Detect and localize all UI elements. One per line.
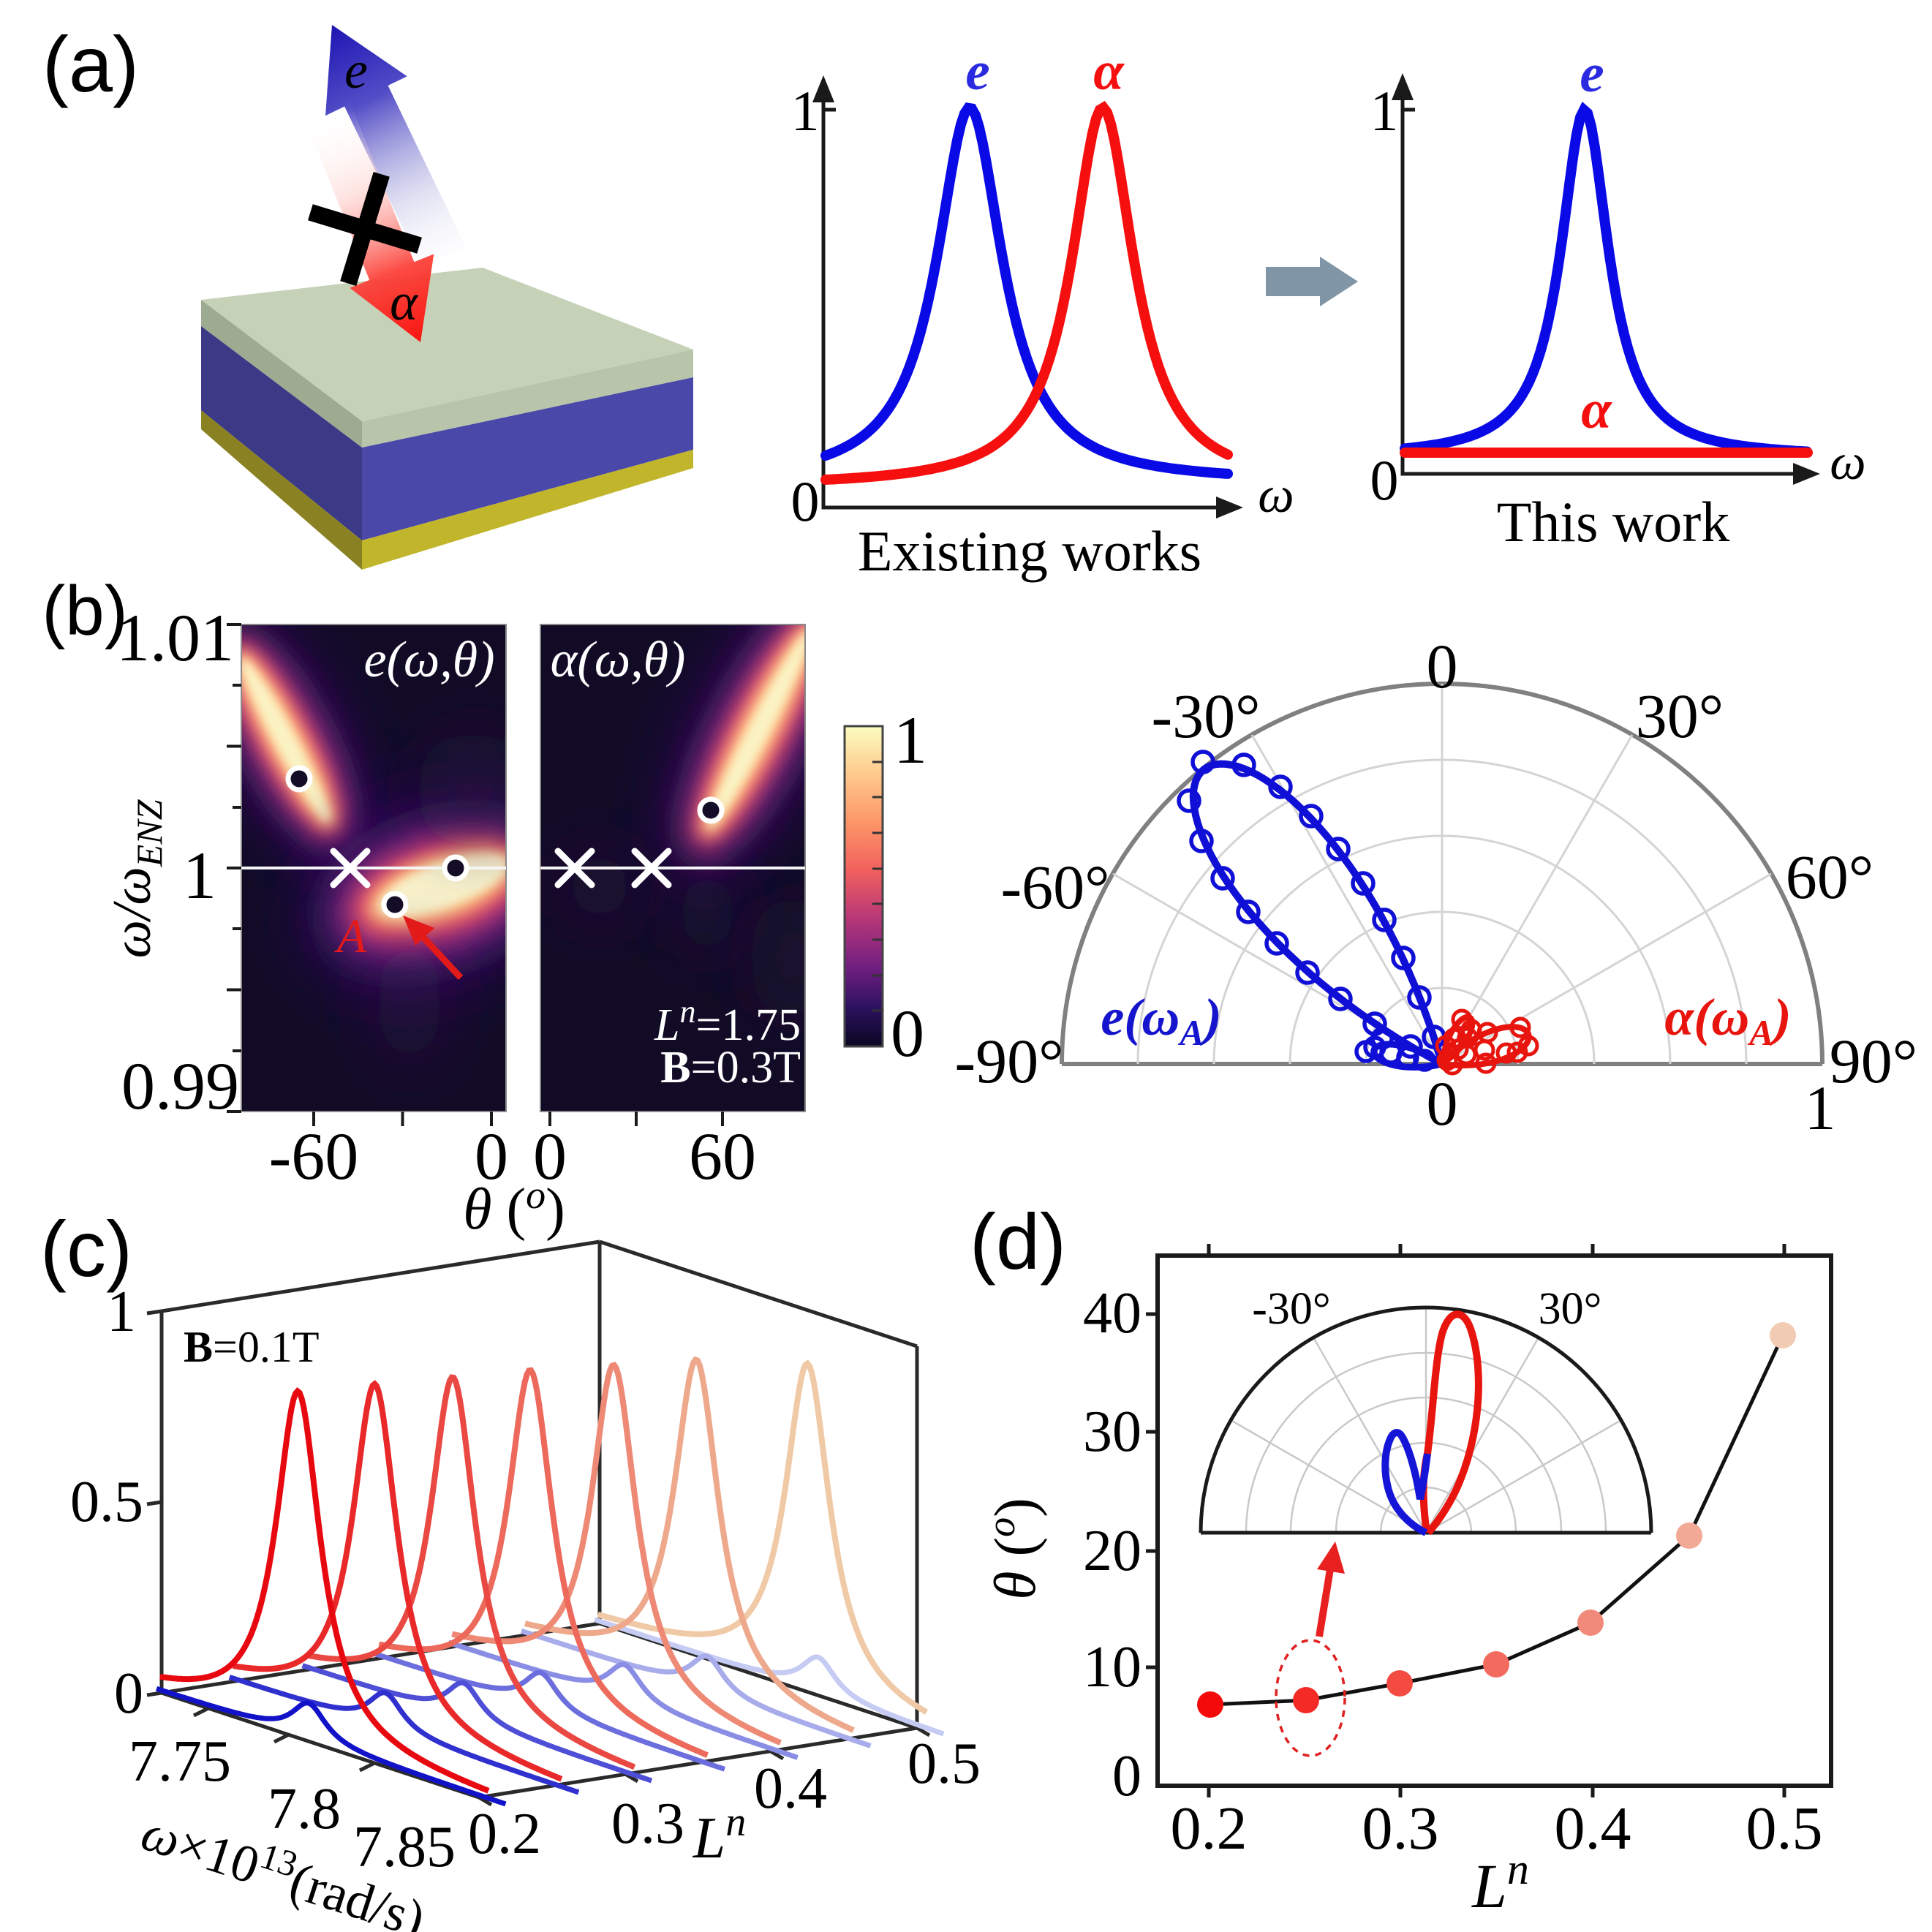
svg-text:0.99: 0.99 [121,1049,239,1123]
svg-text:θ (o): θ (o) [463,1173,565,1242]
svg-text:7.85: 7.85 [353,1815,456,1879]
svg-text:-90°: -90° [954,1026,1063,1096]
svg-text:30: 30 [1083,1400,1142,1464]
svg-text:-30°: -30° [1151,681,1260,751]
svg-text:0: 0 [791,469,820,533]
svg-text:0.5: 0.5 [1746,1795,1823,1863]
svg-text:-30°: -30° [1252,1284,1330,1334]
svg-text:90°: 90° [1830,1026,1917,1096]
svg-text:0.2: 0.2 [1171,1795,1248,1863]
svg-text:0: 0 [891,996,924,1071]
svg-text:e(ω,θ): e(ω,θ) [364,632,495,688]
svg-text:Ln: Ln [1471,1845,1529,1921]
svg-text:(d): (d) [970,1197,1066,1286]
svg-text:0: 0 [114,1661,143,1726]
svg-text:1: 1 [894,703,927,777]
svg-text:e: e [965,41,989,102]
svg-text:Ln=1.75: Ln=1.75 [654,994,801,1050]
svg-text:1.01: 1.01 [116,600,234,675]
svg-text:10: 10 [1083,1635,1142,1699]
svg-text:1: 1 [1805,1073,1836,1143]
svg-text:7.75: 7.75 [129,1729,231,1794]
svg-text:Existing works: Existing works [858,519,1201,583]
svg-text:7.8: 7.8 [268,1777,341,1841]
svg-text:0: 0 [533,1119,567,1193]
svg-text:ω/ωENZ: ω/ωENZ [102,799,170,958]
svg-text:α: α [390,273,418,331]
svg-text:0.4: 0.4 [1555,1795,1631,1863]
svg-text:ω: ω [1830,434,1865,491]
svg-text:B=0.3T: B=0.3T [660,1043,801,1093]
svg-text:0: 0 [1427,631,1458,701]
svg-text:30°: 30° [1636,681,1724,751]
svg-text:0.2: 0.2 [468,1802,541,1866]
svg-text:ω: ω [1258,467,1294,524]
svg-text:1: 1 [107,1280,136,1344]
svg-text:0: 0 [475,1119,508,1193]
svg-text:(c): (c) [40,1204,132,1293]
svg-text:1: 1 [1370,79,1399,143]
svg-text:α(ω,θ): α(ω,θ) [551,632,686,688]
svg-text:Ln: Ln [693,1800,747,1871]
svg-text:0.5: 0.5 [907,1732,981,1796]
svg-text:30°: 30° [1539,1284,1602,1334]
svg-text:e(ωA): e(ωA) [1101,988,1221,1053]
svg-text:e: e [344,41,368,99]
svg-text:0.3: 0.3 [611,1792,684,1856]
svg-text:20: 20 [1083,1519,1142,1583]
svg-text:(a): (a) [42,20,139,108]
svg-text:(b): (b) [42,572,127,650]
svg-text:40: 40 [1083,1281,1142,1346]
svg-text:1: 1 [183,838,216,913]
svg-text:1: 1 [791,79,820,143]
svg-text:-60: -60 [269,1119,359,1193]
svg-text:0.4: 0.4 [754,1756,827,1821]
svg-text:θ (o): θ (o) [979,1498,1048,1600]
svg-text:0.5: 0.5 [70,1470,143,1534]
svg-text:0: 0 [1427,1068,1458,1139]
svg-text:This work: This work [1497,490,1729,554]
svg-text:60: 60 [689,1119,756,1193]
svg-text:0: 0 [1112,1744,1142,1808]
svg-text:-60°: -60° [1000,852,1109,922]
svg-text:e: e [1580,43,1604,104]
svg-text:α: α [1093,41,1125,102]
svg-text:A: A [334,910,367,963]
svg-text:B=0.1T: B=0.1T [184,1323,320,1371]
svg-text:0.3: 0.3 [1362,1795,1439,1863]
svg-text:60°: 60° [1786,842,1873,912]
svg-text:0: 0 [1370,448,1399,512]
svg-text:α: α [1581,380,1612,440]
